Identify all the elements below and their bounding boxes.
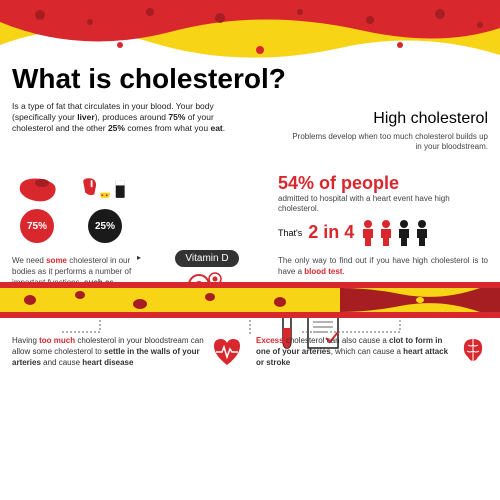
brain-icon	[458, 335, 488, 365]
intro-text: Is a type of fat that circulates in your…	[12, 101, 252, 134]
food-pct-badge: 25%	[88, 209, 122, 243]
thats-label: That's	[278, 228, 302, 238]
thats-ratio: 2 in 4	[308, 222, 354, 243]
high-cholesterol-block: High cholesterol Problems develop when t…	[288, 110, 488, 153]
bottom-right-text: Excess cholesterol can also cause a clot…	[256, 335, 488, 369]
people-icons	[360, 219, 430, 247]
vitamin-d-pill: Vitamin D	[175, 250, 238, 267]
bottom-left-text: Having too much cholesterol in your bloo…	[12, 335, 244, 369]
high-cholesterol-sub: Problems develop when too much cholester…	[288, 132, 488, 153]
liver-pct-badge: 75%	[20, 209, 54, 243]
stat-sub: admitted to hospital with a heart event …	[278, 194, 488, 215]
stat-headline: 54% of people	[278, 173, 488, 194]
liver-icon	[12, 173, 62, 205]
stat-block: 54% of people admitted to hospital with …	[278, 173, 488, 247]
arrow-icon: ▸	[137, 253, 141, 262]
artery-diagram	[0, 280, 500, 320]
bloodtest-text: The only way to find out if you have hig…	[278, 255, 488, 277]
main-title: What is cholesterol?	[12, 65, 488, 93]
heartbeat-icon	[210, 335, 244, 369]
header-banner	[0, 0, 500, 70]
high-cholesterol-title: High cholesterol	[288, 110, 488, 128]
food-icon	[80, 173, 130, 205]
food-percentage-item: 25%	[80, 173, 130, 243]
liver-percentage-item: 75%	[12, 173, 62, 243]
